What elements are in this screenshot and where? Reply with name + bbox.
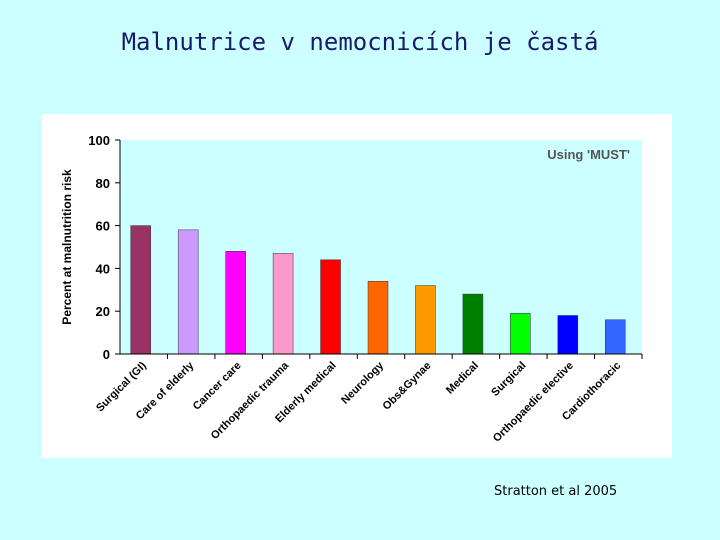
x-tick-label: Medical [444,360,481,397]
bar [225,251,246,355]
x-tick-label: Surgical [489,360,528,399]
bar [557,315,579,355]
x-tick-label: Orthopaedic trauma [209,359,292,442]
bars [130,225,626,355]
x-tick-label: Obs&Gynae [381,360,434,413]
bar [177,229,199,355]
y-axis-title: Percent at malnutrition risk [60,169,74,325]
y-tick-label: 60 [96,219,110,234]
bar [462,293,484,355]
y-tick-label: 100 [88,133,110,148]
bar [130,225,151,355]
x-tick-label: Neurology [339,359,387,407]
y-tick-label: 80 [96,176,110,191]
slide-title: Malnutrice v nemocnicích je častá [121,28,599,56]
bar [415,285,436,355]
chart-annotation: Using 'MUST' [547,147,630,162]
bar [605,319,626,355]
citation: Stratton et al 2005 [494,484,618,499]
bar [510,313,531,355]
bar-chart: 0 20 40 60 80 100 Surgical (GI)Care of elderl… [60,133,643,445]
y-tick-label: 0 [103,347,110,362]
y-tick-label: 40 [96,261,110,276]
y-axis-ticks: 0 20 40 60 80 100 [88,133,120,362]
x-tick-label: Orthopaedic elective [491,360,576,445]
bar [272,253,294,355]
y-tick-label: 20 [96,304,110,319]
bar [320,259,341,355]
x-tick-label: Cancer care [191,360,244,413]
bar [367,280,389,355]
chart-panel: 0 20 40 60 80 100 Surgical (GI) Care of elderl… [42,114,672,458]
